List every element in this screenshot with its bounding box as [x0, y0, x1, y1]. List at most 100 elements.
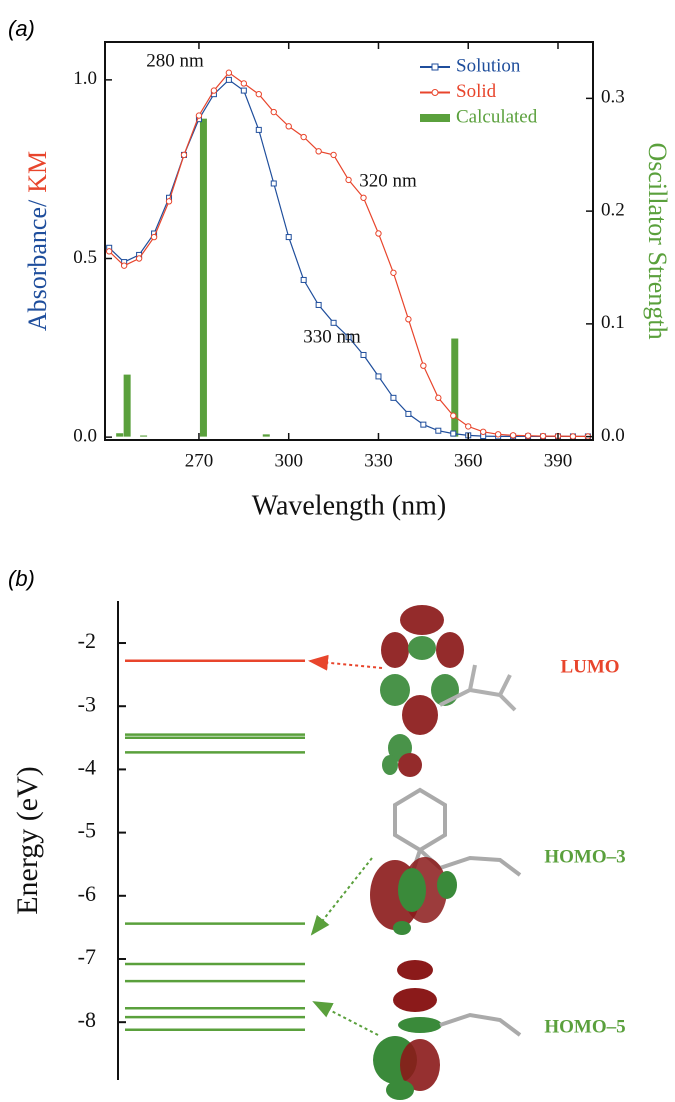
- y2-tick-label: 0.3: [601, 87, 625, 108]
- marker: [241, 81, 246, 86]
- marker: [361, 352, 366, 357]
- bar: [116, 433, 123, 436]
- y-axis-title: Energy (eV): [11, 766, 44, 915]
- y2-tick-label: 0.1: [601, 312, 625, 333]
- y-tick-label: -8: [78, 1007, 96, 1032]
- marker: [241, 88, 246, 93]
- bar: [451, 339, 458, 437]
- marker: [406, 411, 411, 416]
- marker: [256, 91, 261, 96]
- legend-marker: [432, 90, 438, 96]
- marker: [510, 433, 515, 438]
- legend-swatch: [420, 114, 450, 122]
- marker: [301, 134, 306, 139]
- panel-label: (a): [8, 16, 35, 41]
- y-tick-label: -2: [78, 628, 96, 653]
- annotation: 330 nm: [303, 326, 361, 347]
- y-tick-label: -3: [78, 691, 96, 716]
- marker: [525, 433, 530, 438]
- legend-label: Solution: [456, 55, 521, 76]
- marker: [316, 302, 321, 307]
- bar: [140, 435, 147, 436]
- y2-tick-label: 0.2: [601, 199, 625, 220]
- marker: [451, 413, 456, 418]
- marker: [286, 235, 291, 240]
- y-tick-label: -6: [78, 881, 96, 906]
- annotation: 280 nm: [146, 50, 204, 71]
- marker: [391, 395, 396, 400]
- x-axis-title: Wavelength (nm): [252, 490, 446, 521]
- marker: [376, 374, 381, 379]
- bar: [263, 434, 270, 436]
- marker: [436, 428, 441, 433]
- x-tick-label: 270: [185, 450, 214, 471]
- marker: [121, 263, 126, 268]
- y-tick-label: 0.5: [73, 247, 97, 268]
- marker: [151, 234, 156, 239]
- bar: [124, 375, 131, 437]
- legend-label: Solid: [456, 81, 497, 102]
- marker: [495, 432, 500, 437]
- y-axis-title-part: KM: [23, 151, 52, 193]
- marker: [196, 113, 201, 118]
- marker: [211, 88, 216, 93]
- marker: [480, 429, 485, 434]
- marker: [301, 277, 306, 282]
- marker: [391, 270, 396, 275]
- marker: [316, 149, 321, 154]
- y-tick-label: 1.0: [73, 68, 97, 89]
- x-tick-label: 360: [454, 450, 483, 471]
- y-axis-title: Absorbance/KM: [23, 151, 52, 331]
- arrow: [314, 1002, 378, 1035]
- y2-tick-label: 0.0: [601, 425, 625, 446]
- panel-label: (b): [8, 566, 35, 591]
- marker: [181, 152, 186, 157]
- annotation: LUMO: [560, 656, 619, 677]
- y-tick-label: 0.0: [73, 426, 97, 447]
- marker: [346, 177, 351, 182]
- marker: [376, 231, 381, 236]
- marker: [540, 433, 545, 438]
- y2-axis-title: Oscillator Strength: [643, 142, 672, 339]
- marker: [406, 317, 411, 322]
- figure: (a) 270 300 330 360 390 0.0 0.5 1.0 0.0 0.1 0.2 0.3 W…: [0, 0, 675, 1102]
- legend-label: Calculated: [456, 106, 538, 127]
- y-tick-label: -7: [78, 944, 96, 969]
- marker: [271, 109, 276, 114]
- annotation: 320 nm: [359, 170, 417, 191]
- molecule-lumo: [380, 605, 515, 777]
- marker: [256, 127, 261, 132]
- annotation: HOMO–3: [544, 846, 625, 867]
- marker: [331, 152, 336, 157]
- marker: [331, 320, 336, 325]
- x-tick-label: 390: [544, 450, 573, 471]
- marker: [570, 434, 575, 439]
- legend-marker: [432, 64, 438, 70]
- marker: [226, 77, 231, 82]
- y-tick-label: -5: [78, 818, 96, 843]
- arrow: [310, 661, 382, 668]
- molecule-homo5: [373, 960, 520, 1100]
- molecule-homo3: [370, 790, 520, 935]
- marker: [136, 256, 141, 261]
- marker: [286, 124, 291, 129]
- marker: [226, 70, 231, 75]
- x-tick-label: 300: [274, 450, 303, 471]
- plot-frame: [105, 42, 593, 440]
- marker: [166, 199, 171, 204]
- marker: [421, 363, 426, 368]
- bar: [200, 119, 207, 437]
- marker: [466, 424, 471, 429]
- x-tick-label: 330: [364, 450, 393, 471]
- marker: [361, 195, 366, 200]
- marker: [451, 431, 456, 436]
- arrow: [312, 858, 372, 934]
- marker: [106, 249, 111, 254]
- marker: [436, 395, 441, 400]
- marker: [271, 181, 276, 186]
- y-axis-title-part: Absorbance/: [23, 199, 52, 331]
- y-tick-label: -4: [78, 754, 96, 779]
- annotation: HOMO–5: [544, 1016, 625, 1037]
- series-line: [109, 80, 588, 437]
- marker: [421, 422, 426, 427]
